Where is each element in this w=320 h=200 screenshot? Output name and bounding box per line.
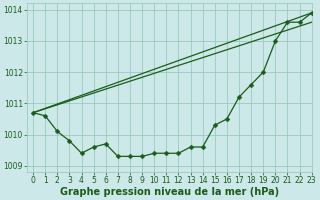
X-axis label: Graphe pression niveau de la mer (hPa): Graphe pression niveau de la mer (hPa)	[60, 187, 279, 197]
